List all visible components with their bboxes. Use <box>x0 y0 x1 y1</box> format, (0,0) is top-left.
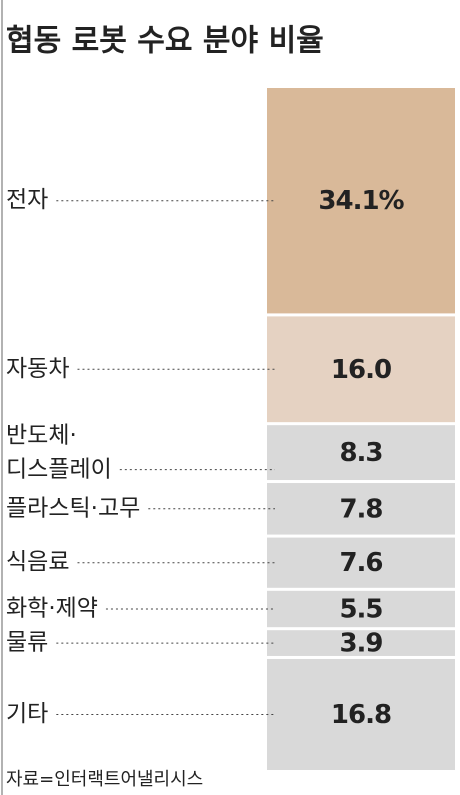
category-label: 자동차 <box>6 356 69 382</box>
value-label: 7.6 <box>339 548 382 578</box>
category-label: 물류 <box>6 630 48 656</box>
value-label: 16.8 <box>331 700 391 730</box>
category-label: 반도체· 디스플레이 <box>6 422 112 482</box>
chart-title: 협동 로봇 수요 분야 비율 <box>6 24 324 59</box>
segment <box>267 483 455 535</box>
source: 자료=인터랙트어낼리시스 <box>6 769 203 790</box>
category-label: 전자 <box>6 187 48 213</box>
value-label: 5.5 <box>339 594 382 624</box>
category-label: 플라스틱·고무 <box>6 495 140 521</box>
value-label: 16.0 <box>331 355 391 385</box>
value-label: 8.3 <box>339 438 382 468</box>
category-label: 기타 <box>6 701 48 727</box>
value-label: 34.1% <box>318 186 404 216</box>
segment <box>267 88 455 314</box>
segment <box>267 630 455 656</box>
segment <box>267 316 455 423</box>
segment <box>267 658 455 770</box>
value-label: 3.9 <box>339 629 382 659</box>
category-label: 식음료 <box>6 549 69 575</box>
category-label: 화학·제약 <box>6 595 98 621</box>
segment <box>267 425 455 481</box>
segment <box>267 537 455 588</box>
value-label: 7.8 <box>339 494 382 524</box>
segment <box>267 590 455 628</box>
